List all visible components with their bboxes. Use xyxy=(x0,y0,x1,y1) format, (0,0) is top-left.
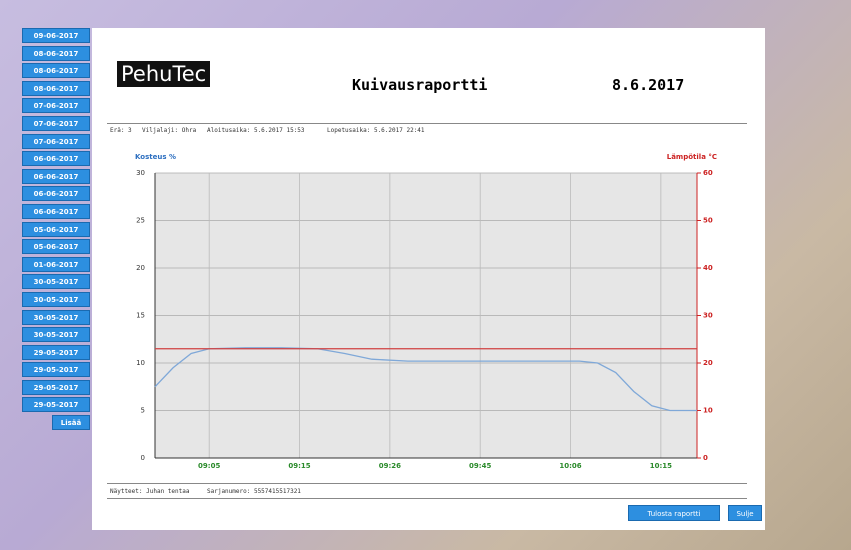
date-button[interactable]: 30-05-2017 xyxy=(22,327,90,342)
y-tick-label: 0 xyxy=(141,454,145,462)
y2-axis-label: Lämpötila °C xyxy=(667,153,717,161)
date-button[interactable]: 29-05-2017 xyxy=(22,397,90,412)
close-button[interactable]: Sulje xyxy=(728,505,762,521)
date-button[interactable]: 07-06-2017 xyxy=(22,134,90,149)
date-button[interactable]: 05-06-2017 xyxy=(22,222,90,237)
sidebar: 09-06-2017 08-06-2017 08-06-2017 08-06-2017… xyxy=(22,28,90,433)
footer-info: Sarjanumero: 5557415517321 xyxy=(207,488,301,495)
rule xyxy=(107,123,747,124)
y2-tick-label: 60 xyxy=(703,169,713,177)
rule xyxy=(107,483,747,484)
x-tick-label: 10:15 xyxy=(650,462,672,470)
info: Lopetusaika: 5.6.2017 22:41 xyxy=(327,127,425,134)
date-button[interactable]: 05-06-2017 xyxy=(22,239,90,254)
info: Aloitusaika: 5.6.2017 15:53 xyxy=(207,127,305,134)
more-button[interactable]: Lisää xyxy=(52,415,90,430)
date-button[interactable]: 30-05-2017 xyxy=(22,292,90,307)
logo: PehuTec xyxy=(117,61,210,87)
date-button[interactable]: 07-06-2017 xyxy=(22,116,90,131)
y2-tick-label: 50 xyxy=(703,217,713,225)
date-button[interactable]: 30-05-2017 xyxy=(22,310,90,325)
x-tick-label: 09:26 xyxy=(379,462,401,470)
chart: Kosteus % Lämpötila °C 0 5 10 15 20 25 30 0 10 20 30… xyxy=(92,145,765,480)
footer-info: Näytteet: Juhan tentaa xyxy=(110,488,189,495)
date-button[interactable]: 06-06-2017 xyxy=(22,204,90,219)
x-tick-label: 09:15 xyxy=(288,462,310,470)
date-button[interactable]: 07-06-2017 xyxy=(22,98,90,113)
y-tick-label: 20 xyxy=(136,264,145,272)
y2-tick-label: 20 xyxy=(703,359,713,367)
report-title: Kuivausraportti xyxy=(352,76,487,94)
date-button[interactable]: 01-06-2017 xyxy=(22,257,90,272)
y2-tick-label: 40 xyxy=(703,264,713,272)
date-button[interactable]: 29-05-2017 xyxy=(22,362,90,377)
y2-tick-label: 10 xyxy=(703,407,713,415)
y-tick-label: 15 xyxy=(136,312,145,320)
y-tick-label: 25 xyxy=(136,217,145,225)
date-button[interactable]: 08-06-2017 xyxy=(22,63,90,78)
report: PehuTec Kuivausraportti 8.6.2017 Erä: 3 … xyxy=(92,28,765,530)
y-tick-label: 10 xyxy=(136,359,145,367)
date-button[interactable]: 29-05-2017 xyxy=(22,380,90,395)
date-button[interactable]: 06-06-2017 xyxy=(22,151,90,166)
y-tick-label: 5 xyxy=(141,407,145,415)
rule xyxy=(107,498,747,499)
x-tick-label: 10:06 xyxy=(559,462,581,470)
x-tick-label: 09:05 xyxy=(198,462,220,470)
y2-tick-label: 30 xyxy=(703,312,713,320)
info: Viljalaji: Ohra xyxy=(142,127,196,134)
report-date: 8.6.2017 xyxy=(612,76,684,94)
date-button[interactable]: 30-05-2017 xyxy=(22,274,90,289)
date-button[interactable]: 06-06-2017 xyxy=(22,186,90,201)
x-tick-label: 09:45 xyxy=(469,462,491,470)
y2-tick-label: 0 xyxy=(703,454,708,462)
date-button[interactable]: 29-05-2017 xyxy=(22,345,90,360)
date-button[interactable]: 08-06-2017 xyxy=(22,46,90,61)
info: Erä: 3 xyxy=(110,127,132,134)
print-button[interactable]: Tulosta raportti xyxy=(628,505,720,521)
y-axis-label: Kosteus % xyxy=(135,153,176,161)
screen: 09-06-2017 08-06-2017 08-06-2017 08-06-2017… xyxy=(0,0,851,550)
y-tick-label: 30 xyxy=(136,169,145,177)
date-button[interactable]: 06-06-2017 xyxy=(22,169,90,184)
date-button[interactable]: 09-06-2017 xyxy=(22,28,90,43)
date-button[interactable]: 08-06-2017 xyxy=(22,81,90,96)
